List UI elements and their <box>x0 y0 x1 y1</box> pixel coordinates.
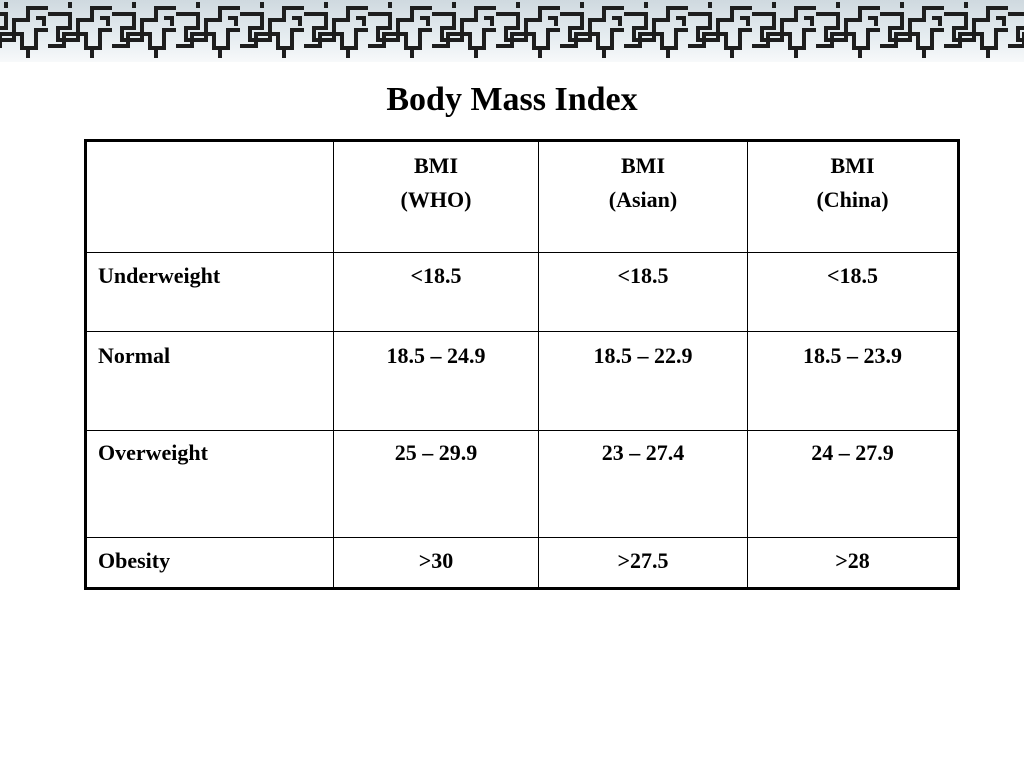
cell-normal-who: 18.5 – 24.9 <box>333 331 539 431</box>
row-label-overweight: Overweight <box>85 430 334 538</box>
row-label-normal: Normal <box>85 331 334 431</box>
row-label-underweight: Underweight <box>85 252 334 332</box>
lattice-segment <box>752 6 816 42</box>
cell-underweight-asian: <18.5 <box>538 252 748 332</box>
lattice-segment <box>624 28 688 50</box>
row-label-obesity: Obesity <box>85 537 334 589</box>
lattice-segment <box>240 28 304 50</box>
lattice-segment <box>452 2 494 58</box>
lattice-segment <box>176 6 240 42</box>
lattice-segment <box>260 2 302 58</box>
lattice-segment <box>944 6 1008 42</box>
lattice-segment <box>324 2 366 58</box>
lattice-segment <box>496 28 560 50</box>
lattice-segment <box>304 28 368 50</box>
lattice-segment <box>48 6 112 42</box>
lattice-segment <box>496 6 560 42</box>
table-row: Underweight <18.5 <18.5 <18.5 <box>85 252 959 332</box>
table-header-row: BMI (WHO) BMI (Asian) BMI (China) <box>85 140 959 253</box>
lattice-segment <box>836 2 878 58</box>
lattice-segment <box>68 2 110 58</box>
lattice-segment <box>964 2 1006 58</box>
lattice-segment <box>112 28 176 50</box>
lattice-segment <box>304 6 368 42</box>
lattice-segment <box>132 2 174 58</box>
lattice-segment <box>772 2 814 58</box>
cell-obesity-who: >30 <box>333 537 539 589</box>
lattice-segment <box>944 28 1008 50</box>
lattice-segment <box>816 28 880 50</box>
cell-underweight-china: <18.5 <box>747 252 959 332</box>
lattice-segment <box>240 6 304 42</box>
lattice-pattern-icon <box>0 2 1024 58</box>
cell-obesity-asian: >27.5 <box>538 537 748 589</box>
cell-normal-asian: 18.5 – 22.9 <box>538 331 748 431</box>
lattice-segment <box>432 28 496 50</box>
bmi-table: BMI (WHO) BMI (Asian) BMI (China) Underw… <box>84 139 960 590</box>
cell-underweight-who: <18.5 <box>333 252 539 332</box>
header-cell-asian: BMI (Asian) <box>538 140 748 253</box>
lattice-segment <box>4 2 46 58</box>
lattice-segment <box>516 2 558 58</box>
header-cell-who: BMI (WHO) <box>333 140 539 253</box>
lattice-segment <box>708 2 750 58</box>
header-empty-cell <box>85 140 334 253</box>
table-row: Normal 18.5 – 24.9 18.5 – 22.9 18.5 – 23… <box>85 331 959 431</box>
table-row: Obesity >30 >27.5 >28 <box>85 537 959 589</box>
lattice-segment <box>688 28 752 50</box>
lattice-segment <box>880 6 944 42</box>
slide-title: Body Mass Index <box>386 81 638 118</box>
lattice-segment <box>880 28 944 50</box>
lattice-segment <box>580 2 622 58</box>
lattice-segment <box>112 6 176 42</box>
lattice-segment <box>1008 12 1024 42</box>
lattice-segment <box>196 2 238 58</box>
lattice-segment <box>176 28 240 50</box>
lattice-segment <box>48 28 112 50</box>
lattice-segment <box>0 6 48 42</box>
lattice-segment <box>368 6 432 42</box>
lattice-segment <box>816 6 880 42</box>
cell-normal-china: 18.5 – 23.9 <box>747 331 959 431</box>
lattice-segment <box>560 28 624 50</box>
lattice-segment <box>752 28 816 50</box>
lattice-segment <box>432 6 496 42</box>
lattice-segment <box>900 2 942 58</box>
header-cell-china: BMI (China) <box>747 140 959 253</box>
cell-overweight-who: 25 – 29.9 <box>333 430 539 538</box>
cell-obesity-china: >28 <box>747 537 959 589</box>
cell-overweight-asian: 23 – 27.4 <box>538 430 748 538</box>
lattice-segment <box>0 28 48 50</box>
cell-overweight-china: 24 – 27.9 <box>747 430 959 538</box>
lattice-segment <box>688 6 752 42</box>
lattice-segment <box>624 6 688 42</box>
lattice-segment <box>388 2 430 58</box>
decorative-lattice-banner <box>0 0 1024 62</box>
lattice-segment <box>368 28 432 50</box>
lattice-segment <box>644 2 686 58</box>
lattice-segment <box>560 6 624 42</box>
table-row: Overweight 25 – 29.9 23 – 27.4 24 – 27.9 <box>85 430 959 538</box>
